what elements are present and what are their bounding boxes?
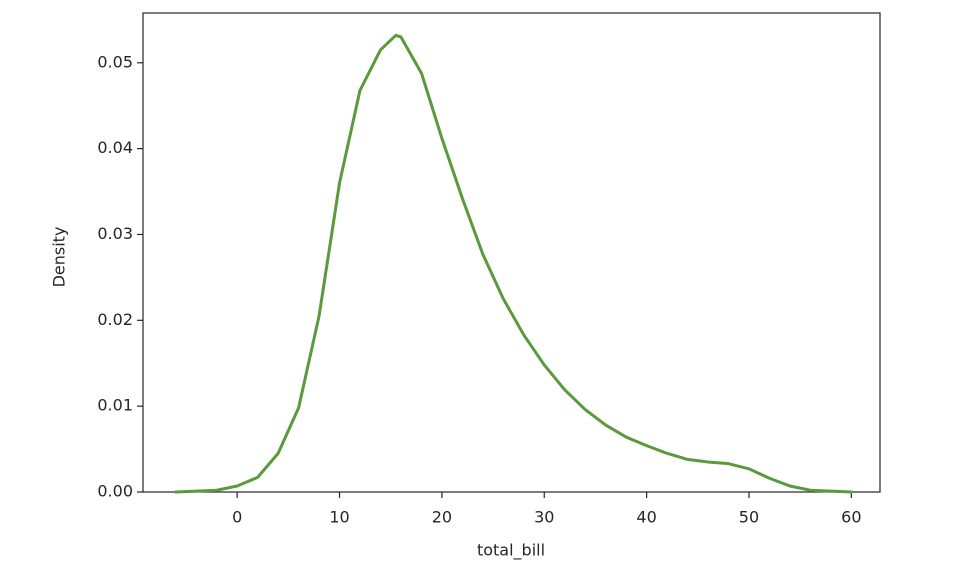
x-tick-label: 50 bbox=[739, 508, 759, 527]
y-tick-label: 0.03 bbox=[97, 224, 133, 243]
y-tick-label: 0.02 bbox=[97, 310, 133, 329]
x-axis-label: total_bill bbox=[477, 541, 545, 561]
y-tick-label: 0.04 bbox=[97, 138, 133, 157]
x-tick-label: 0 bbox=[232, 508, 242, 527]
x-tick-label: 60 bbox=[841, 508, 861, 527]
y-tick-label: 0.01 bbox=[97, 396, 133, 415]
x-tick-label: 30 bbox=[534, 508, 554, 527]
y-tick-label: 0.00 bbox=[97, 482, 133, 501]
y-axis-label: Density bbox=[50, 227, 69, 288]
x-tick-label: 20 bbox=[432, 508, 452, 527]
x-tick-label: 40 bbox=[636, 508, 656, 527]
density-line bbox=[174, 33, 853, 494]
y-tick-label: 0.05 bbox=[97, 52, 133, 71]
plot-frame bbox=[142, 12, 881, 493]
x-tick-label: 10 bbox=[329, 508, 349, 527]
